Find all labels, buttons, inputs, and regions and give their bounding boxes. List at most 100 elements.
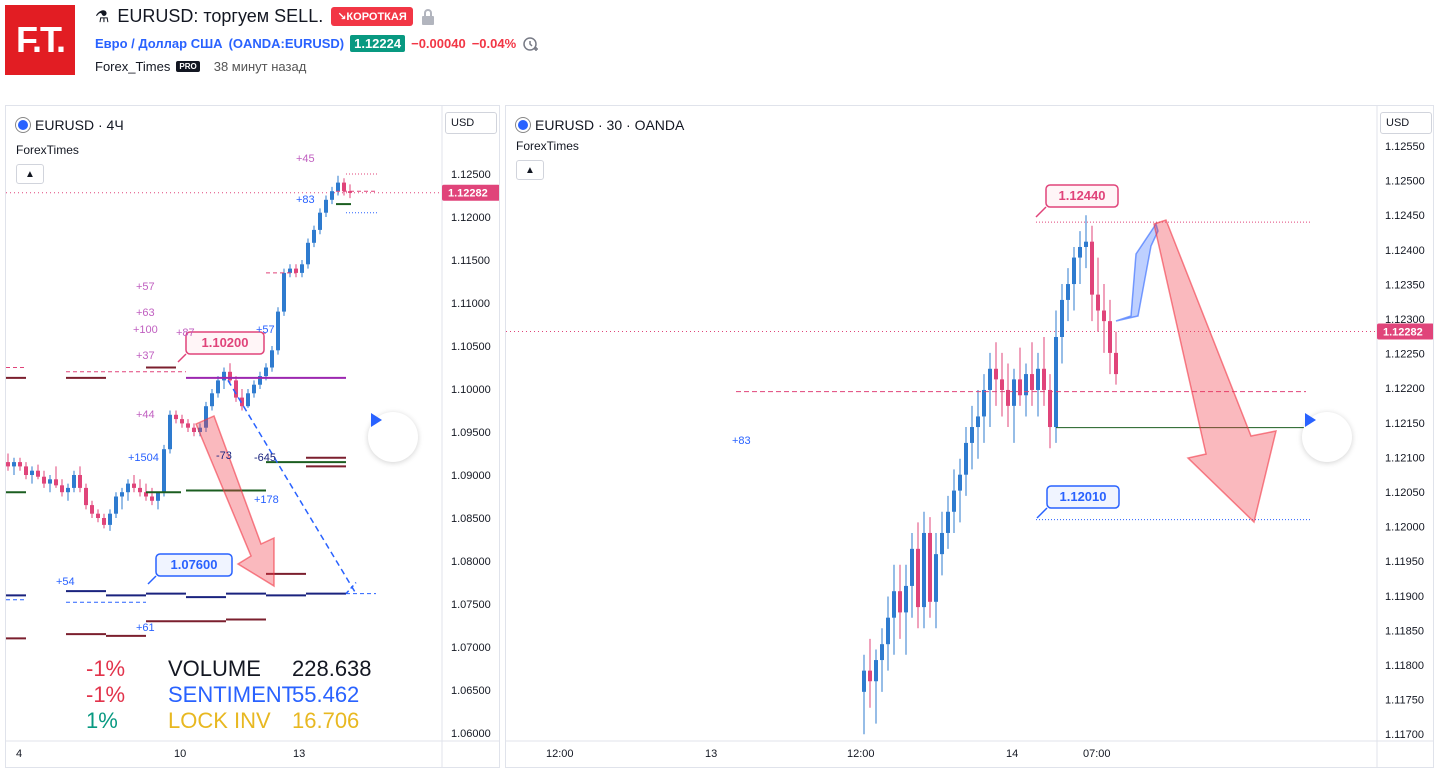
annotation-label: +178 [254,494,279,506]
chevron-up-icon: ▲ [525,164,535,176]
symbol-full-name[interactable]: Евро / Доллар США [95,35,223,51]
y-tick-label: 1.07000 [451,642,491,654]
short-badge: ↘КОРОТКАЯ [331,7,413,26]
candle-body [186,423,190,428]
candle-body [1024,374,1028,396]
candle-body [234,380,238,398]
y-tick-label: 1.12500 [1385,176,1425,188]
x-tick-label: 14 [1006,748,1018,760]
candle-body [108,513,112,525]
candle-body [1018,379,1022,396]
chart-title-4h: EURUSD · 4Ч [16,117,124,133]
callout-tail [1035,206,1047,218]
candle-body [952,490,956,512]
callout-high-text: 1.10200 [202,335,249,350]
currency-selector[interactable]: USD [445,112,497,134]
candle-body [270,350,274,368]
stats-row-sentiment: -1% SENTIMENT 55.462 [86,682,360,707]
candle-body [240,397,244,407]
candle-body [1084,241,1088,247]
trend-line [345,581,357,595]
annotation-label: +37 [136,350,155,362]
candle-body [958,474,962,491]
chart-symbol-label: EURUSD · 4Ч [35,117,124,133]
candle-body [1036,368,1040,390]
candle-body [132,483,136,488]
play-button[interactable] [1302,412,1352,462]
candle-body [1090,241,1094,295]
author-logo[interactable]: F.T. [5,5,75,75]
y-tick-label: 1.12450 [1385,210,1425,222]
collapse-button[interactable]: ▲ [516,160,544,180]
play-icon [371,413,382,427]
red-arrow [1153,219,1278,524]
current-price-text: 1.12282 [1383,326,1423,338]
candle-body [1096,294,1100,311]
candle-body [144,492,148,497]
y-tick-label: 1.11000 [451,298,490,310]
x-tick-label: 10 [174,748,186,760]
candle-body [982,389,986,417]
candle-body [12,462,16,467]
candle-body [90,505,94,514]
candle-body [114,496,118,514]
candle-body [276,311,280,351]
author-name[interactable]: Forex_Times [95,59,171,74]
y-tick-label: 1.11800 [1385,660,1424,672]
y-tick-label: 1.12000 [451,212,491,224]
candle-body [84,487,88,506]
y-tick-label: 1.08000 [451,556,491,568]
candle-body [66,487,70,493]
candle-body [216,380,220,394]
candle-body [162,449,166,493]
play-icon [1305,413,1316,427]
y-tick-label: 1.11950 [1385,556,1424,568]
candle-body [312,229,316,243]
collapse-button[interactable]: ▲ [16,164,44,184]
candle-body [928,532,932,602]
chart-panel-4h[interactable]: 1.12500 1.12000 1.11500 1.11000 1.10500 1.100… [5,105,500,768]
y-tick-label: 1.10500 [451,341,491,353]
trend-line [227,380,357,595]
red-arrow [195,414,275,588]
y-tick-label: 1.06000 [451,728,491,740]
idea-header: F.T. ⚗ EURUSD: торгуем SELL. ↘КОРОТКАЯ Е… [0,0,1439,100]
candle-body [324,199,328,213]
play-button[interactable] [368,412,418,462]
chart-canvas-4h[interactable]: 1.12500 1.12000 1.11500 1.11000 1.10500 1.100… [6,106,500,768]
stats-row-volume: -1% VOLUME 228.638 [86,656,372,681]
currency-selector[interactable]: USD [1380,112,1432,134]
candle-body [300,264,304,273]
candle-body [198,427,202,432]
candle-body [36,470,40,477]
annotation-label: +57 [256,324,275,336]
annotation-label: +44 [136,409,155,421]
candle-body [126,483,130,493]
candle-body [892,591,896,618]
candle-body [922,532,926,608]
callout-high-box [1045,184,1119,208]
symbol-icon: ⚗ [95,8,110,26]
candle-body [1060,299,1064,338]
symbol-code[interactable]: (OANDA:EURUSD) [228,35,345,51]
alarm-clock-icon[interactable] [522,34,540,52]
chart-title-30m: EURUSD · 30 · OANDA [516,117,684,133]
candle-body [1030,374,1034,390]
chart-panel-30m[interactable]: 1.12550 1.12500 1.12450 1.12400 1.12350 1.123… [505,105,1434,768]
candle-body [970,427,974,443]
callout-low-box [1046,485,1120,509]
callout-tail [1036,507,1048,519]
candle-body [904,585,908,613]
annotation-label: +45 [296,153,315,165]
candle-body [1066,284,1070,300]
candle-body [102,518,106,525]
candle-body [988,368,992,390]
candle-body [288,268,292,273]
price-change: −0.00040 [411,35,466,51]
candle-body [880,644,884,661]
candle-body [42,476,46,484]
y-tick-label: 1.12200 [1385,383,1425,395]
annotation-label: -645 [254,452,276,464]
y-tick-label: 1.12500 [451,169,491,181]
chart-canvas-30m[interactable]: 1.12550 1.12500 1.12450 1.12400 1.12350 1.123… [506,106,1434,768]
